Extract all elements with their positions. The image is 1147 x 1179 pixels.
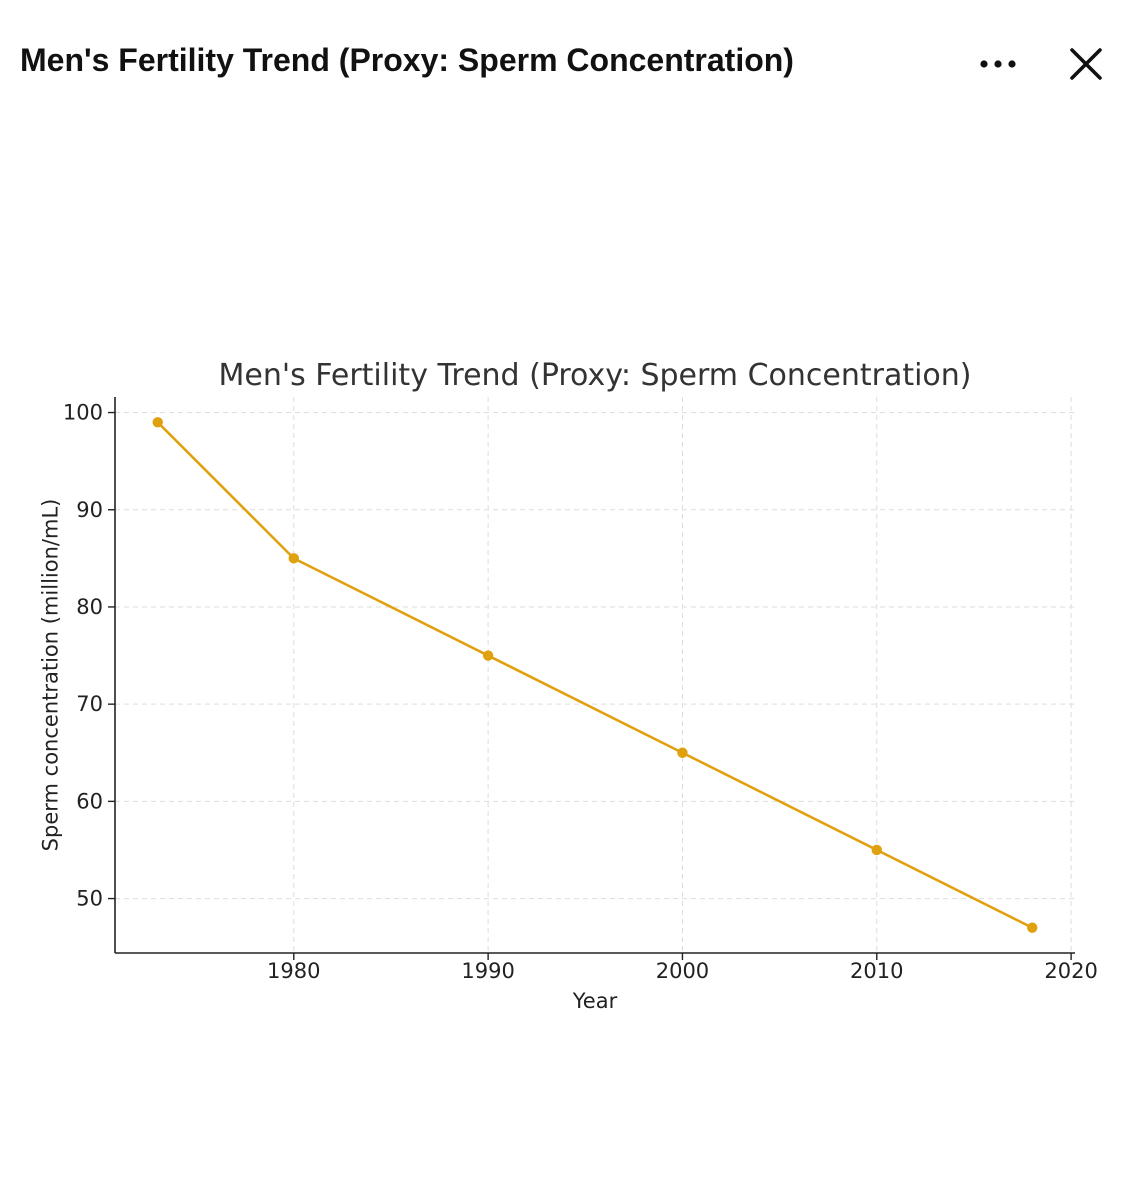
close-icon (1070, 48, 1102, 80)
y-tick-label: 90 (76, 498, 103, 522)
x-tick-label: 1990 (461, 959, 514, 983)
data-series (152, 417, 1038, 933)
x-tick-label: 2020 (1044, 959, 1097, 983)
y-tick-label: 80 (76, 595, 103, 619)
x-tick-label: 1980 (267, 959, 320, 983)
data-point (288, 553, 299, 564)
x-tick-label: 2010 (850, 959, 903, 983)
y-tick-label: 70 (76, 692, 103, 716)
data-point (1027, 922, 1038, 933)
data-point (677, 747, 688, 758)
data-point (871, 844, 882, 856)
close-button[interactable] (1060, 38, 1112, 90)
y-tick-label: 50 (76, 887, 103, 911)
panel-header: Men's Fertility Trend (Proxy: Sperm Conc… (0, 0, 1147, 130)
x-axis-label: Year (572, 989, 618, 1013)
axes (114, 397, 1075, 954)
y-axis-label: Sperm concentration (million/mL) (38, 499, 62, 852)
y-tick-label: 100 (63, 401, 103, 425)
x-tick-label: 2000 (656, 959, 709, 983)
tick-labels: 1980 1990 2000 2010 2020 50 60 70 80 90 100 (63, 401, 1098, 983)
more-options-button[interactable] (972, 40, 1024, 88)
chart-title: Men's Fertility Trend (Proxy: Sperm Conc… (218, 358, 971, 393)
data-point (152, 417, 163, 428)
y-tick-label: 60 (76, 789, 103, 813)
more-horizontal-icon (980, 60, 1016, 68)
panel-title: Men's Fertility Trend (Proxy: Sperm Conc… (20, 42, 794, 78)
grid-lines (115, 397, 1075, 953)
data-point (482, 650, 494, 661)
series-line (156, 421, 1033, 929)
